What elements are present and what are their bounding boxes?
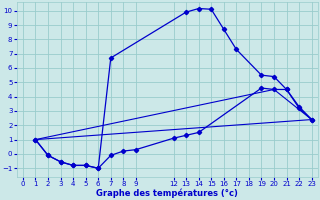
X-axis label: Graphe des températures (°c): Graphe des températures (°c) xyxy=(96,188,238,198)
